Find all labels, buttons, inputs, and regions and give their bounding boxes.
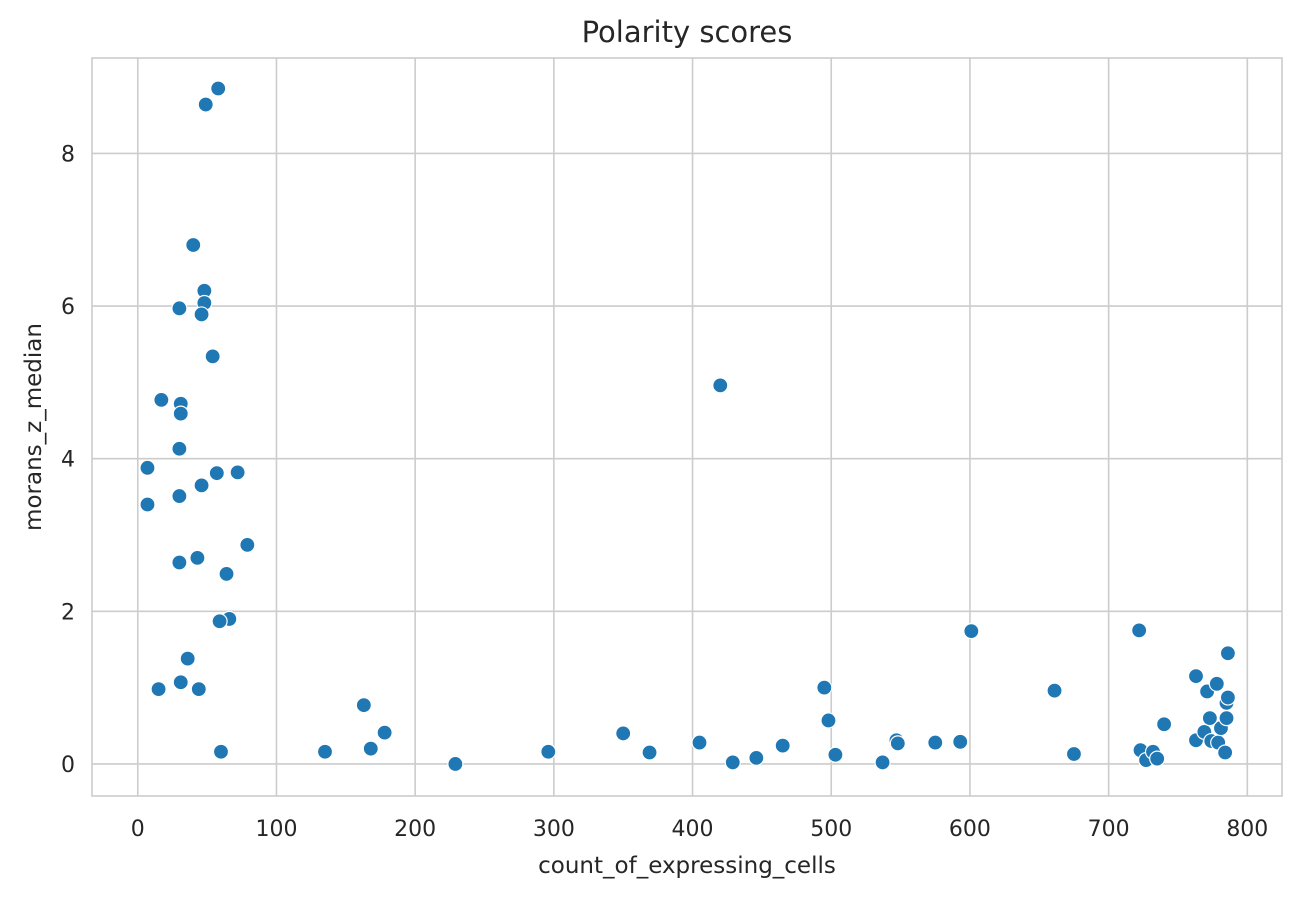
scatter-point — [615, 725, 632, 742]
scatter-point — [889, 735, 906, 752]
scatter-point — [316, 743, 334, 760]
scatter-point — [1217, 744, 1234, 761]
scatter-point — [172, 674, 189, 691]
x-tick-label: 0 — [131, 817, 145, 842]
scatter-point — [540, 743, 557, 760]
scatter-point — [204, 348, 221, 365]
scatter-point — [447, 755, 464, 773]
plot-frame — [91, 57, 1283, 797]
scatter-point — [874, 754, 891, 771]
chart-title: Polarity scores — [582, 15, 793, 49]
scatter-point — [1156, 716, 1173, 733]
scatter-point — [641, 744, 658, 761]
scatter-point — [190, 681, 207, 698]
x-axis-label: count_of_expressing_cells — [538, 853, 836, 879]
x-tick-label: 700 — [1088, 817, 1130, 842]
x-tick-label: 600 — [949, 817, 991, 842]
scatter-point — [211, 613, 228, 630]
scatter-point — [820, 712, 837, 729]
scatter-point — [362, 740, 379, 757]
scatter-point — [193, 477, 210, 494]
scatter-point — [1149, 750, 1166, 767]
y-tick-label: 6 — [61, 295, 75, 320]
scatter-point — [691, 734, 708, 751]
scatter-point — [827, 746, 844, 763]
data-points — [139, 80, 1237, 773]
scatter-point — [172, 405, 189, 422]
scatter-point — [208, 465, 225, 482]
scatter-point — [963, 623, 980, 640]
gridlines — [92, 58, 1282, 796]
y-axis-label: morans_z_median — [21, 323, 47, 531]
scatter-point — [197, 96, 214, 113]
scatter-point — [927, 734, 944, 751]
tick-labels: 0 100 200 300 400 500 600 700 800 0 2 4 6 8 — [61, 142, 1268, 842]
y-tick-label: 0 — [61, 753, 75, 778]
x-tick-label: 200 — [394, 817, 436, 842]
scatter-point — [712, 377, 729, 394]
scatter-point — [724, 754, 741, 771]
x-tick-label: 800 — [1226, 817, 1268, 842]
scatter-point — [1208, 675, 1225, 692]
scatter-point — [1187, 668, 1205, 685]
scatter-point — [1131, 622, 1148, 639]
scatter-point — [952, 733, 969, 750]
scatter-point — [171, 554, 188, 571]
scatter-point — [816, 679, 833, 696]
scatter-point — [218, 565, 235, 583]
x-tick-label: 500 — [810, 817, 852, 842]
scatter-point — [748, 749, 765, 766]
scatter-point — [355, 697, 372, 714]
scatter-point — [1046, 682, 1063, 699]
scatter-point — [150, 681, 167, 698]
scatter-point — [239, 536, 256, 554]
scatter-point — [171, 487, 188, 505]
scatter-point — [185, 236, 202, 254]
x-tick-label: 400 — [672, 817, 714, 842]
scatter-point — [1065, 745, 1083, 763]
scatter-point — [171, 300, 188, 317]
scatter-point — [139, 459, 156, 476]
scatter-point — [210, 80, 227, 97]
scatter-point — [153, 391, 170, 409]
scatter-point — [774, 737, 791, 754]
scatter-point — [1219, 689, 1237, 706]
scatter-point — [189, 549, 206, 566]
x-tick-label: 300 — [533, 817, 575, 842]
x-tick-label: 100 — [255, 817, 297, 842]
scatter-point — [179, 650, 196, 667]
scatter-point — [1218, 710, 1235, 727]
y-tick-label: 4 — [61, 448, 75, 473]
scatter-point — [139, 496, 156, 513]
y-tick-label: 2 — [61, 600, 75, 625]
scatter-point — [1201, 710, 1218, 727]
scatter-point — [212, 743, 230, 760]
scatter-point — [229, 464, 246, 481]
scatter-point — [171, 440, 188, 457]
scatter-point — [1219, 645, 1237, 662]
scatter-point — [376, 724, 393, 741]
y-tick-label: 8 — [61, 142, 75, 167]
scatter-point — [193, 306, 210, 323]
